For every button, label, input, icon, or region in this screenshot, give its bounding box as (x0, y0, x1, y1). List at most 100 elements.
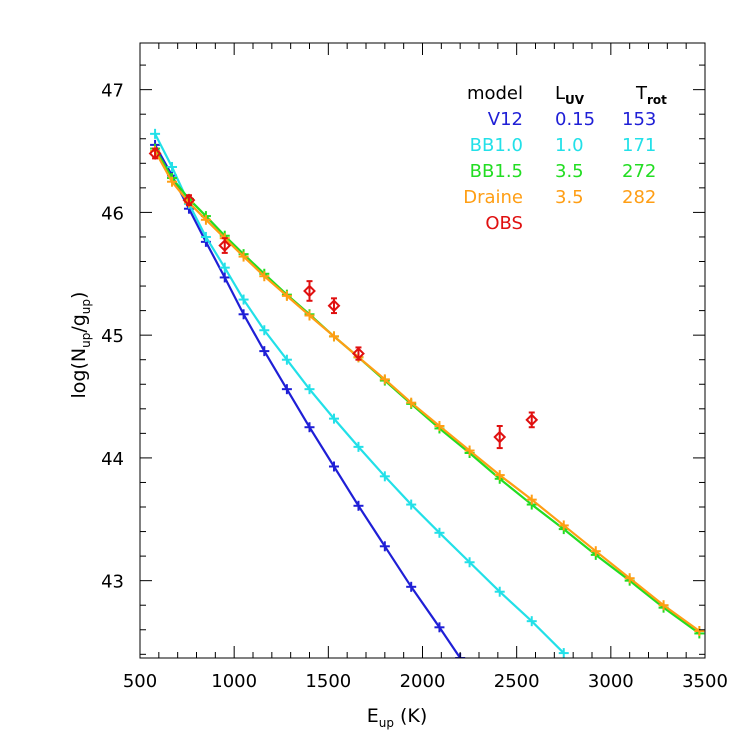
legend-trot-v12: 153 (622, 109, 656, 130)
series-line (154, 144, 462, 658)
series-point (238, 251, 249, 262)
obs-marker (303, 284, 316, 298)
series-v12 (150, 139, 466, 658)
series-point (558, 520, 569, 531)
legend-model-draine: Draine (463, 187, 523, 208)
series-point (328, 461, 339, 472)
legend-luv-v12: 0.15 (555, 109, 595, 130)
x-tick-label: 1500 (305, 671, 351, 692)
series-point (167, 161, 178, 172)
series-draine (150, 146, 705, 636)
x-tick-label: 2000 (400, 671, 446, 692)
series-point (259, 271, 270, 282)
obs-marker (493, 430, 507, 444)
series-point (434, 420, 445, 431)
obs-point (148, 147, 162, 160)
series-point (494, 470, 505, 481)
series-point (379, 541, 390, 552)
series-point (624, 573, 635, 584)
obs-marker (352, 347, 365, 360)
legend-model-bb1-5: BB1.5 (470, 161, 523, 182)
obs-marker (327, 299, 341, 313)
obs-layer (148, 147, 539, 450)
series-point (590, 546, 601, 557)
legend-trot-draine: 282 (622, 187, 656, 208)
series-point (200, 231, 211, 242)
legend-luv-bb1-5: 3.5 (555, 161, 584, 182)
series-point (494, 586, 505, 597)
obs-point (352, 346, 365, 361)
series-point (526, 616, 537, 627)
series-point (238, 294, 249, 305)
y-axis-label: log(Nup/gup) (68, 292, 93, 399)
series-point (150, 128, 161, 139)
series-point (406, 499, 417, 510)
series-layer (150, 128, 705, 658)
obs-point (493, 424, 507, 450)
axis-layer: 500 1000 1500 2000 2500 3000 3500 43 44 45 46 47 (101, 43, 728, 692)
series-point (328, 331, 339, 342)
series-point (167, 176, 178, 187)
legend-model-obs: OBS (485, 213, 523, 234)
y-tick-label: 44 (101, 449, 124, 470)
legend-header-model: model (467, 83, 523, 104)
series-point (281, 354, 292, 365)
series-point (238, 309, 249, 320)
series-point (200, 214, 211, 225)
series-point (259, 346, 270, 357)
x-tick-label: 1000 (211, 671, 257, 692)
series-point (259, 325, 270, 336)
series-point (694, 625, 705, 636)
obs-point (182, 193, 196, 207)
obs-marker (182, 193, 196, 207)
series-point (304, 310, 315, 321)
legend-header-luv: LUV (555, 83, 585, 107)
legend-header-trot: Trot (635, 83, 667, 107)
plot-frame (139, 42, 706, 659)
obs-point (327, 297, 341, 315)
obs-marker (148, 147, 162, 160)
series-point (304, 384, 315, 395)
series-point (406, 581, 417, 592)
x-tick-label: 2500 (494, 671, 540, 692)
obs-point (218, 237, 232, 254)
series-point (526, 494, 537, 505)
y-tick-label: 47 (101, 81, 124, 102)
series-point (304, 422, 315, 433)
series-point (379, 471, 390, 482)
series-point (434, 527, 445, 538)
x-tick-label: 3000 (588, 671, 634, 692)
legend-model-bb1-0: BB1.0 (470, 135, 523, 156)
series-point (328, 413, 339, 424)
legend-layer: model LUV Trot V12 0.15 153 BB1.0 1.0 171 BB1.5 3.… (463, 83, 667, 234)
obs-marker (525, 413, 539, 427)
legend-luv-draine: 3.5 (555, 187, 584, 208)
obs-point (525, 411, 539, 429)
series-point (281, 384, 292, 395)
series-line (154, 133, 565, 654)
series-line (154, 148, 700, 635)
series-point (281, 290, 292, 301)
series-point (353, 500, 364, 511)
series-point (353, 441, 364, 452)
series-point (219, 262, 230, 273)
series-point (379, 374, 390, 385)
y-tick-label: 43 (101, 572, 124, 593)
series-point (406, 397, 417, 408)
x-tick-label: 3500 (682, 671, 728, 692)
legend-trot-bb1-0: 171 (622, 135, 656, 156)
series-point (658, 600, 669, 611)
y-tick-label: 46 (101, 203, 124, 224)
obs-point (303, 280, 316, 302)
x-tick-label: 500 (123, 671, 157, 692)
series-point (434, 622, 445, 633)
series-bb1-5 (150, 143, 705, 639)
y-tick-label: 45 (101, 326, 124, 347)
obs-marker (218, 239, 232, 252)
legend-luv-bb1-0: 1.0 (555, 135, 584, 156)
legend-trot-bb1-5: 272 (622, 161, 656, 182)
series-point (558, 648, 569, 658)
x-axis-label: Eup (K) (367, 705, 428, 730)
series-point (464, 557, 475, 568)
